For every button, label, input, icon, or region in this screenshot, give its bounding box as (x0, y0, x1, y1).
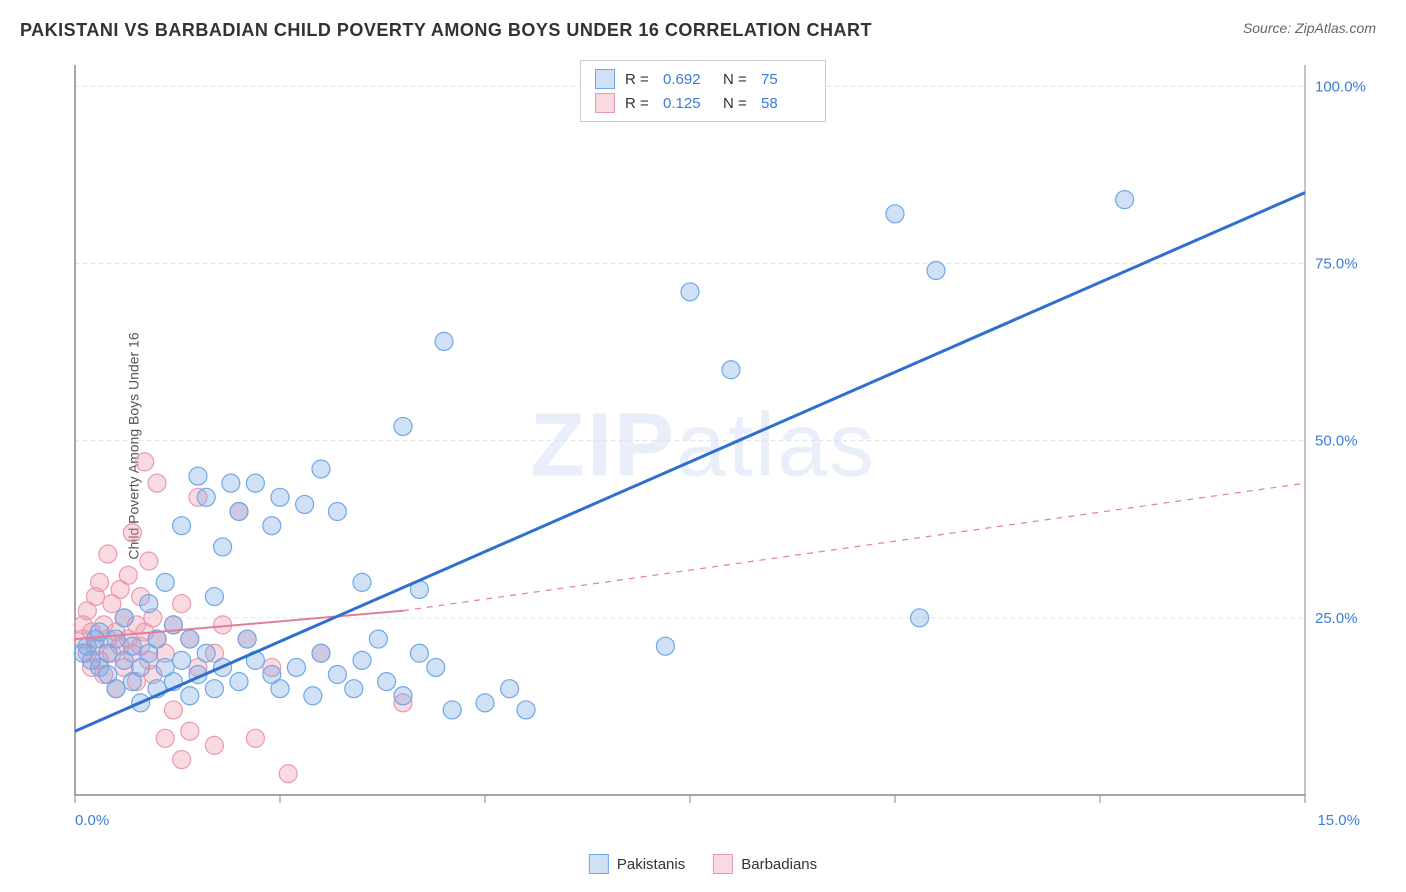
legend-label-b: Barbadians (741, 856, 817, 873)
r-label: R = (625, 71, 653, 88)
svg-text:50.0%: 50.0% (1315, 433, 1358, 450)
n-value-b: 58 (761, 95, 811, 112)
legend-item-b: Barbadians (713, 854, 817, 874)
scatter-plot: 25.0% 50.0% 75.0% 100.0% 0.0% 15.0% (70, 55, 1370, 840)
n-label: N = (723, 71, 751, 88)
swatch-series-b (595, 93, 615, 113)
n-value-a: 75 (761, 71, 811, 88)
legend-row-series-b: R = 0.125 N = 58 (595, 91, 811, 115)
source-attribution: Source: ZipAtlas.com (1243, 20, 1376, 36)
correlation-legend: R = 0.692 N = 75 R = 0.125 N = 58 (580, 60, 826, 122)
svg-text:15.0%: 15.0% (1317, 812, 1360, 829)
r-value-a: 0.692 (663, 71, 713, 88)
svg-text:25.0%: 25.0% (1315, 610, 1358, 627)
svg-text:100.0%: 100.0% (1315, 78, 1366, 95)
chart-area: 25.0% 50.0% 75.0% 100.0% 0.0% 15.0% (70, 55, 1370, 840)
legend-item-a: Pakistanis (589, 854, 685, 874)
series-legend: Pakistanis Barbadians (589, 854, 817, 874)
n-label: N = (723, 95, 751, 112)
svg-text:75.0%: 75.0% (1315, 255, 1358, 272)
r-value-b: 0.125 (663, 95, 713, 112)
swatch-series-a (595, 69, 615, 89)
swatch-series-a (589, 854, 609, 874)
svg-text:0.0%: 0.0% (75, 812, 109, 829)
r-label: R = (625, 95, 653, 112)
legend-label-a: Pakistanis (617, 856, 685, 873)
legend-row-series-a: R = 0.692 N = 75 (595, 67, 811, 91)
chart-title: PAKISTANI VS BARBADIAN CHILD POVERTY AMO… (20, 20, 872, 41)
swatch-series-b (713, 854, 733, 874)
